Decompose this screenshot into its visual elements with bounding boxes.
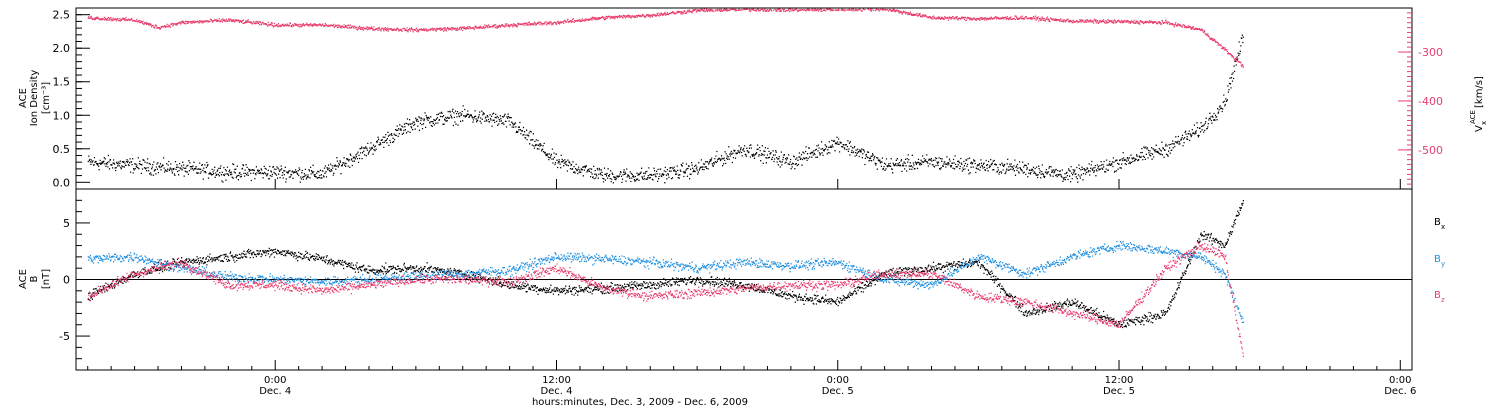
time-tick-label: 12:00 bbox=[1105, 375, 1134, 386]
velocity-label-unit: [km/s] bbox=[1474, 76, 1485, 108]
density-tick-label: 1.0 bbox=[53, 109, 71, 122]
time-tick-label: 0:00 bbox=[264, 375, 286, 386]
bz-series bbox=[87, 242, 1244, 358]
velocity-tick-label: -300 bbox=[1418, 46, 1443, 59]
legend-bz: B bbox=[1434, 290, 1441, 301]
velocity-tick-label: -500 bbox=[1418, 144, 1443, 157]
legend-by-sub: y bbox=[1441, 260, 1445, 268]
date-tick-label: Dec. 4 bbox=[540, 386, 572, 397]
velocity-label-sup: ACE bbox=[1469, 110, 1477, 124]
field-label-line2: B bbox=[29, 275, 40, 282]
density-series-points bbox=[87, 34, 1244, 184]
date-tick-label: Dec. 6 bbox=[1384, 386, 1416, 397]
density-series bbox=[87, 34, 1244, 184]
legend-bz-sub: z bbox=[1441, 296, 1445, 304]
top-panel-frame bbox=[75, 7, 1413, 190]
density-label-line3: [cm⁻³] bbox=[41, 82, 52, 114]
velocity-series-points bbox=[87, 8, 1244, 68]
field-tick-label: 0 bbox=[63, 274, 70, 287]
date-tick-label: Dec. 5 bbox=[822, 386, 854, 397]
date-tick-label: Dec. 4 bbox=[259, 386, 291, 397]
x-axis-title: hours:minutes, Dec. 3, 2009 - Dec. 6, 20… bbox=[532, 397, 748, 408]
time-tick-label: 0:00 bbox=[827, 375, 849, 386]
velocity-tick-label: -400 bbox=[1418, 95, 1443, 108]
density-label-line1: ACE bbox=[18, 88, 29, 108]
time-tick-label: 0:00 bbox=[1389, 375, 1411, 386]
field-label-line1: ACE bbox=[18, 269, 29, 289]
field-tick-label: -5 bbox=[59, 330, 70, 343]
density-tick-label: 1.5 bbox=[53, 76, 71, 89]
legend-bx-sub: x bbox=[1441, 223, 1445, 231]
field-label-line3: [nT] bbox=[41, 269, 52, 289]
density-axis-label: ACE Ion Density [cm⁻³] bbox=[18, 70, 52, 127]
field-tick-label: 5 bbox=[63, 217, 70, 230]
time-tick-label: 12:00 bbox=[542, 375, 571, 386]
velocity-label-sub: x bbox=[1480, 121, 1488, 125]
density-label-line2: Ion Density bbox=[29, 70, 40, 127]
density-tick-label: 2.5 bbox=[53, 9, 71, 22]
date-tick-label: Dec. 5 bbox=[1103, 386, 1135, 397]
field-axis-label: ACE B [nT] bbox=[18, 269, 52, 289]
bz-series-points bbox=[87, 242, 1244, 358]
legend-bx: B bbox=[1434, 217, 1441, 228]
velocity-label-v: V bbox=[1474, 125, 1485, 132]
density-tick-label: 0.0 bbox=[53, 176, 71, 189]
density-tick-label: 2.0 bbox=[53, 42, 71, 55]
velocity-series bbox=[87, 8, 1244, 68]
legend-by: B bbox=[1434, 254, 1441, 265]
density-tick-label: 0.5 bbox=[53, 143, 71, 156]
